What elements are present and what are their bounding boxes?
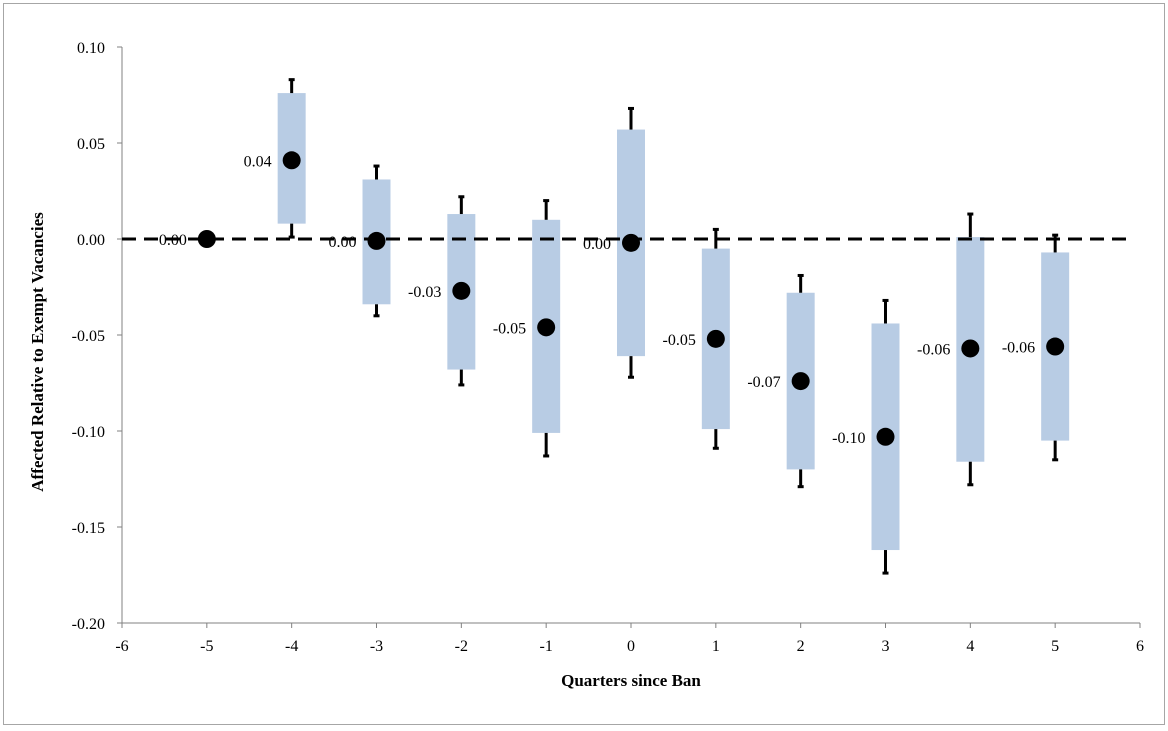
y-tick-label: -0.15 xyxy=(72,520,105,537)
x-tick-label: 0 xyxy=(627,638,635,655)
x-tick-label: 2 xyxy=(797,638,805,655)
data-label: 0.00 xyxy=(583,236,611,253)
x-tick-label: -6 xyxy=(115,638,128,655)
data-label: 0.00 xyxy=(159,232,187,249)
x-tick-label: -2 xyxy=(455,638,468,655)
y-tick-label: -0.05 xyxy=(72,328,105,345)
estimate-point xyxy=(1046,337,1065,356)
y-tick-label: -0.20 xyxy=(72,616,105,633)
y-axis-tick-labels: 0.10 0.05 0.00 -0.05 -0.10 -0.15 -0.20 xyxy=(72,40,105,633)
estimate-points xyxy=(197,151,1065,446)
x-tick-label: 3 xyxy=(882,638,890,655)
x-tick-label: -3 xyxy=(370,638,383,655)
axes xyxy=(117,46,1141,628)
estimate-point xyxy=(452,281,471,300)
estimate-point xyxy=(622,233,640,252)
x-axis-title: Quarters since Ban xyxy=(561,671,701,690)
confidence-boxes xyxy=(277,93,1070,551)
event-study-chart: 0.100.050.00-0.05-0.10-0.15-0.20 -6 -5 -4-… xyxy=(28,40,1144,690)
x-tick-label: 6 xyxy=(1136,638,1144,655)
y-tick-label: -0.10 xyxy=(72,424,105,441)
y-tick-label: 0.10 xyxy=(77,40,105,57)
data-label: -0.06 xyxy=(1002,340,1035,357)
x-tick-label: 4 xyxy=(966,638,974,655)
estimate-point xyxy=(961,339,980,358)
data-label: -0.05 xyxy=(493,320,526,337)
estimate-point xyxy=(367,231,386,250)
y-tick-label: 0.00 xyxy=(77,232,105,249)
x-axis-tick-labels: -6 -5 -4 -3 -2 -1 0 1 2 3 4 5 6 xyxy=(115,638,1144,655)
chart-frame: 0.10 0.05 0.00 -0.05 -0.10 -0.15 -0.20 -6 -5 -4-… xyxy=(3,3,1165,725)
estimate-point xyxy=(706,329,725,348)
x-tick-label: 5 xyxy=(1051,638,1059,655)
estimate-point xyxy=(537,318,556,337)
x-tick-label: -4 xyxy=(285,638,298,655)
whiskers xyxy=(288,78,1059,575)
estimate-point xyxy=(282,151,301,170)
data-labels: 0.00 0.04 0.00 -0.03 -0.05 0.00 -0.05 -0.07 -0.1… xyxy=(159,153,1035,446)
data-label: -0.10 xyxy=(832,430,865,447)
data-label: -0.03 xyxy=(408,284,441,301)
x-tick-label: -5 xyxy=(200,638,213,655)
y-tick-label: 0.05 xyxy=(77,136,105,153)
y-axis-title: Affected Relative to Exempt Vacancies xyxy=(28,212,47,492)
data-label: -0.05 xyxy=(663,332,696,349)
x-tick-label: 1 xyxy=(712,638,720,655)
estimate-point xyxy=(876,427,895,446)
data-label: -0.07 xyxy=(747,374,780,391)
x-tick-label: -1 xyxy=(540,638,553,655)
data-label: -0.06 xyxy=(917,341,950,358)
data-label: 0.04 xyxy=(244,153,272,170)
estimate-point xyxy=(791,372,810,391)
data-label: 0.00 xyxy=(329,234,357,251)
estimate-point xyxy=(197,230,216,248)
